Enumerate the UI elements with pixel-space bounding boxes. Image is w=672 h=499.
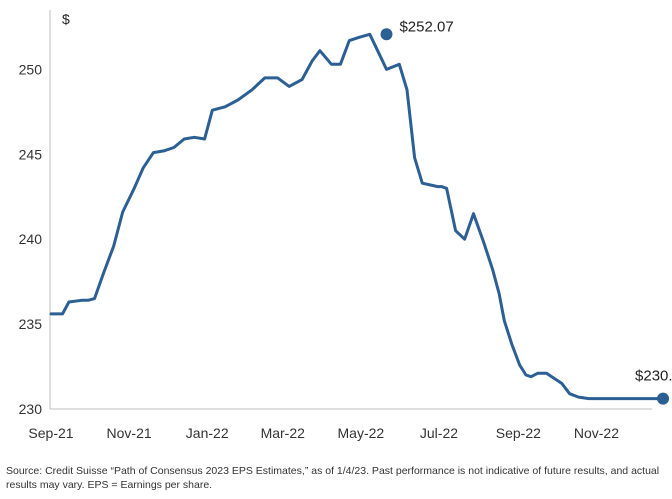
x-tick-labels: Sep-21 Nov-21 Jan-22 Mar-22 May-22 Jul-22 Sep-… xyxy=(28,425,619,441)
y-tick-label: 235 xyxy=(19,316,43,332)
eps-series-line xyxy=(49,32,665,401)
last-marker xyxy=(657,392,670,405)
x-tick-label: Nov-21 xyxy=(107,425,152,441)
x-tick-label: May-22 xyxy=(338,425,385,441)
y-tick-label: 230 xyxy=(19,401,43,417)
source-footnote: Source: Credit Suisse “Path of Consensus… xyxy=(6,465,660,491)
last-value-label: $230.61 xyxy=(635,368,672,385)
x-tick-label: Jul-22 xyxy=(420,425,458,441)
x-tick-label: Jan-22 xyxy=(186,425,229,441)
x-tick-label: Nov-22 xyxy=(574,425,619,441)
y-tick-labels: 230 235 240 245 250 xyxy=(19,61,43,417)
peak-value-label: $252.07 xyxy=(399,18,453,35)
y-axis-unit-label: $ xyxy=(62,11,70,27)
annotation-markers xyxy=(380,28,670,405)
peak-marker xyxy=(380,28,393,41)
x-tick-label: Sep-21 xyxy=(28,425,73,441)
y-tick-label: 250 xyxy=(19,61,43,77)
x-tick-label: Mar-22 xyxy=(261,425,306,441)
y-tick-label: 240 xyxy=(19,231,43,247)
y-tick-label: 245 xyxy=(19,146,43,162)
eps-line-chart: $ 230 235 240 245 250 Sep-21 Nov-21 Jan-22 Mar-… xyxy=(19,10,672,441)
x-tick-label: Sep-22 xyxy=(496,425,541,441)
